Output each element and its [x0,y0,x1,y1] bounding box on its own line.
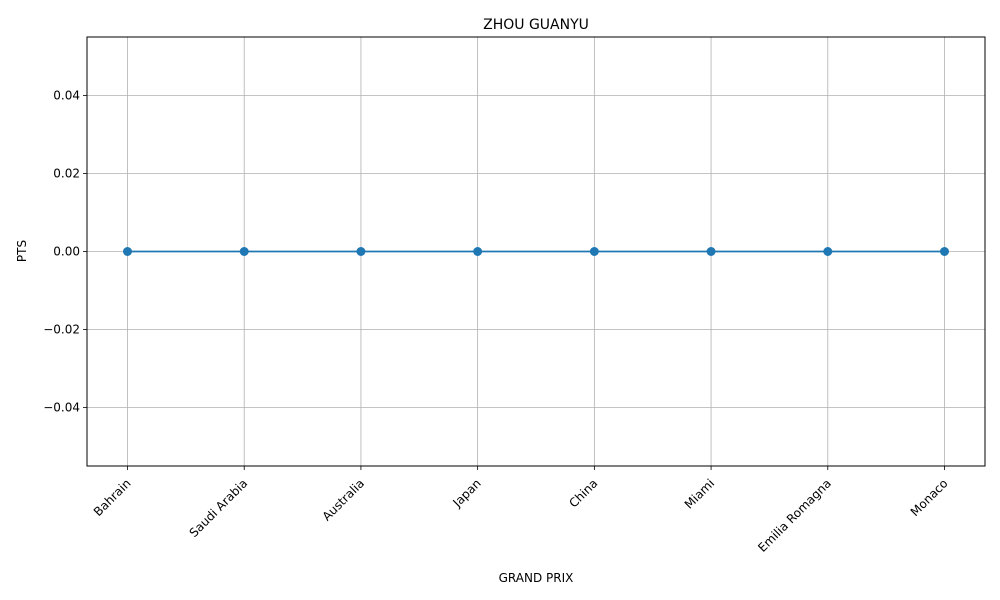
y-tick-label: −0.04 [43,401,80,415]
y-tick-label: −0.02 [43,323,80,337]
data-point [940,247,949,256]
data-point [823,247,833,256]
chart-title: ZHOU GUANYU [483,17,589,33]
y-tick-label: 0.02 [53,167,80,181]
y-axis-title: PTS [15,240,29,262]
data-point [123,247,132,256]
y-axis: −0.04 −0.02 0.00 0.02 0.04 [43,89,87,415]
data-point [473,247,483,256]
y-tick-label: 0.04 [53,89,80,103]
x-axis-title: GRAND PRIX [499,571,574,585]
series-group [123,247,949,256]
data-point [239,247,249,256]
y-tick-label: 0.00 [53,245,80,259]
data-point [589,247,599,256]
data-point [706,247,716,256]
data-point [356,247,366,256]
